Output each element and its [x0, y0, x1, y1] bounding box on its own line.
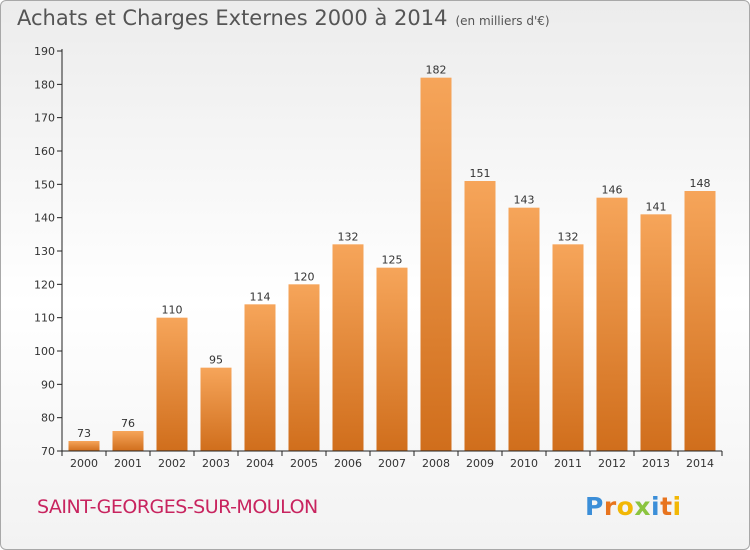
y-tick-label: 170 — [34, 112, 55, 125]
bar — [112, 431, 144, 451]
x-tick-label: 2000 — [70, 457, 98, 470]
y-tick-label: 130 — [34, 245, 55, 258]
y-axis: 70 80 90 100 110 120 130 140 150 160 170 180 190 — [34, 45, 63, 458]
x-tick-label: 2012 — [598, 457, 626, 470]
bar — [464, 181, 496, 451]
x-tick-label: 2013 — [642, 457, 670, 470]
data-label: 110 — [162, 304, 183, 317]
x-tick-label: 2004 — [246, 457, 274, 470]
brand-letter: P — [585, 492, 604, 521]
bars: 73 76 110 95 114 120 132 125 182 151 143 132 146 141 1… — [68, 64, 716, 452]
x-axis: 2000 2001 2002 2003 2004 2005 2006 2007 2008 2009… — [61, 450, 723, 470]
data-label: 132 — [338, 230, 359, 243]
data-label: 148 — [690, 177, 711, 190]
bar — [552, 244, 584, 451]
y-tick-label: 100 — [34, 345, 55, 358]
y-tick-label: 160 — [34, 145, 55, 158]
x-tick-label: 2002 — [158, 457, 186, 470]
y-tick-label: 110 — [34, 312, 55, 325]
brand-letter: o — [616, 492, 635, 521]
data-label: 132 — [558, 230, 579, 243]
x-tick-label: 2007 — [378, 457, 406, 470]
title-row: Achats et Charges Externes 2000 à 2014 (e… — [17, 6, 550, 30]
brand-logo: Proxiti — [585, 492, 682, 521]
data-label: 114 — [250, 290, 271, 303]
brand-letter: i — [651, 492, 661, 521]
x-tick-label: 2006 — [334, 457, 362, 470]
bar — [200, 367, 232, 451]
y-tick-label: 80 — [41, 412, 55, 425]
x-tick-label: 2003 — [202, 457, 230, 470]
y-tick-label: 70 — [41, 445, 55, 458]
bar — [508, 207, 540, 451]
bar — [376, 267, 408, 451]
brand-letter: i — [672, 492, 682, 521]
y-tick-label: 180 — [34, 78, 55, 91]
bar — [332, 244, 364, 451]
y-tick-label: 140 — [34, 212, 55, 225]
data-label: 95 — [209, 354, 223, 367]
data-label: 125 — [382, 254, 403, 267]
x-tick-label: 2008 — [422, 457, 450, 470]
bar — [244, 304, 276, 451]
bar — [156, 317, 188, 451]
data-label: 73 — [77, 427, 91, 440]
brand-letter: x — [634, 492, 651, 521]
x-tick-label: 2005 — [290, 457, 318, 470]
x-tick-label: 2010 — [510, 457, 538, 470]
bar — [420, 77, 452, 452]
location-name: SAINT-GEORGES-SUR-MOULON — [37, 496, 318, 518]
y-tick-label: 120 — [34, 278, 55, 291]
bar — [68, 441, 100, 451]
brand-letter: r — [603, 492, 617, 521]
x-tick-label: 2011 — [554, 457, 582, 470]
bar — [596, 197, 628, 451]
brand-letter: t — [660, 492, 673, 521]
bar — [684, 191, 716, 451]
data-label: 146 — [602, 184, 623, 197]
bar — [640, 214, 672, 451]
y-tick-label: 190 — [34, 45, 55, 58]
x-tick-label: 2009 — [466, 457, 494, 470]
data-label: 120 — [294, 270, 315, 283]
data-label: 182 — [426, 64, 447, 77]
data-label: 143 — [514, 194, 535, 207]
data-label: 141 — [646, 200, 667, 213]
data-label: 76 — [121, 417, 135, 430]
y-tick-label: 150 — [34, 178, 55, 191]
x-tick-label: 2001 — [114, 457, 142, 470]
x-tick-label: 2014 — [686, 457, 714, 470]
chart-subtitle: (en milliers d'€) — [455, 14, 550, 28]
data-label: 151 — [470, 167, 491, 180]
y-tick-label: 90 — [41, 378, 55, 391]
bar — [288, 284, 320, 451]
chart-title: Achats et Charges Externes 2000 à 2014 — [17, 6, 448, 30]
